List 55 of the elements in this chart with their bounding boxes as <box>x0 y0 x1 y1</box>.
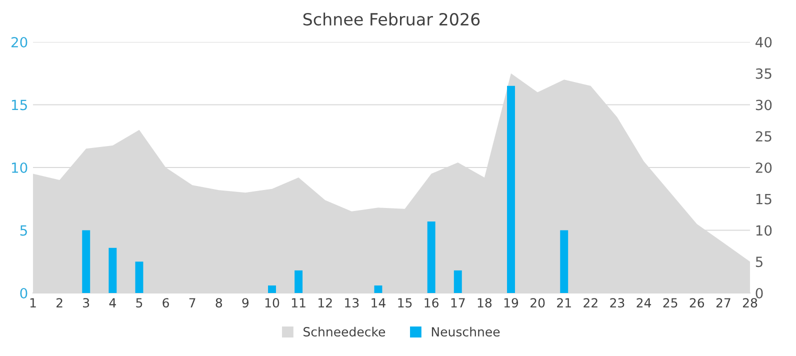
x-tick-label: 9 <box>242 298 249 308</box>
y2-tick-label: 10 <box>756 225 772 236</box>
y-tick-label: 5 <box>20 225 27 236</box>
x-tick-label: 21 <box>557 298 571 308</box>
x-tick-label: 12 <box>318 298 332 308</box>
x-tick-label: 27 <box>716 298 730 308</box>
y2-tick-label: 35 <box>756 68 772 79</box>
x-tick-label: 23 <box>610 298 624 308</box>
x-tick-label: 19 <box>504 298 518 308</box>
y2-tick-label: 5 <box>756 256 762 268</box>
bar <box>374 285 382 293</box>
x-tick-label: 13 <box>345 298 359 308</box>
x-tick-label: 16 <box>424 298 438 308</box>
bar <box>135 262 144 293</box>
x-tick-label: 25 <box>663 298 678 308</box>
y-tick-label: 20 <box>11 36 28 48</box>
bar <box>294 270 303 293</box>
bar <box>82 230 90 293</box>
x-tick-label: 6 <box>162 298 169 308</box>
x-tick-label: 7 <box>189 298 196 308</box>
bar <box>108 248 117 293</box>
x-tick-label: 17 <box>451 298 465 308</box>
x-tick-label: 10 <box>265 298 280 308</box>
x-tick-label: 14 <box>372 298 386 308</box>
x-tick-label: 1 <box>30 298 36 308</box>
x-tick-label: 3 <box>83 298 90 308</box>
x-tick-label: 26 <box>690 298 704 308</box>
bar <box>427 221 436 293</box>
x-tick-label: 18 <box>478 298 492 308</box>
y2-tick-label: 30 <box>756 100 772 110</box>
y2-tick-label: 40 <box>756 36 772 48</box>
bar <box>560 230 568 293</box>
x-tick-label: 4 <box>109 298 116 308</box>
legend-label: Neuschnee <box>432 326 500 337</box>
x-tick-label: 28 <box>742 298 758 308</box>
x-tick-label: 15 <box>398 298 412 308</box>
y-tick-label: 10 <box>12 162 28 173</box>
legend-label: Schneedecke <box>304 326 386 337</box>
bar <box>268 285 276 293</box>
y2-tick-label: 15 <box>756 194 772 204</box>
bar <box>507 86 515 293</box>
y-tick-label: 0 <box>20 288 28 298</box>
x-tick-label: 2 <box>56 298 62 308</box>
y2-tick-label: 25 <box>756 131 772 142</box>
y2-tick-label: 0 <box>756 288 763 298</box>
x-tick-label: 22 <box>584 298 598 308</box>
x-tick-label: 5 <box>136 298 142 308</box>
bar <box>454 270 462 293</box>
chart-title: Schnee Februar 2026 <box>303 12 480 26</box>
x-tick-label: 11 <box>292 298 306 308</box>
y-tick-label: 15 <box>12 100 27 110</box>
x-tick-label: 24 <box>636 298 652 308</box>
y2-tick-label: 20 <box>756 162 772 173</box>
x-tick-label: 8 <box>216 298 222 308</box>
x-tick-label: 20 <box>530 298 545 308</box>
